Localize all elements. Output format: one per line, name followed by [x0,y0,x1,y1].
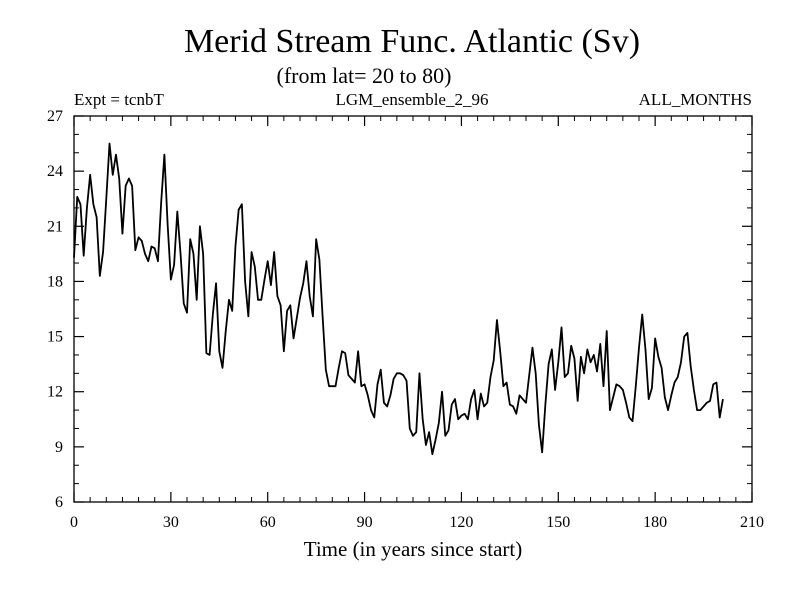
x-tick-label: 180 [643,514,667,531]
y-tick-label: 12 [47,384,63,401]
chart-subtitle: (from lat= 20 to 80) [277,63,452,88]
plot-frame [73,115,753,503]
ensemble-label: LGM_ensemble_2_96 [336,90,489,109]
x-axis-label: Time (in years since start) [304,537,523,561]
axis-ticks [73,115,753,503]
chart-title: Merid Stream Func. Atlantic (Sv) [184,23,640,60]
experiment-label: Expt = tcnbT [74,90,164,109]
y-tick-label: 18 [47,273,63,290]
series-line [73,142,724,456]
y-tick-label: 24 [47,163,63,180]
x-tick-label: 90 [357,514,373,531]
x-tick-label: 60 [260,514,276,531]
y-tick-label: 27 [47,108,63,125]
axis-tick-labels: 0 30 60 90 120 150 180 210 6 9 12 15 18 21 24 27 [47,108,764,531]
y-tick-label: 6 [55,494,63,511]
y-tick-label: 9 [55,439,63,456]
x-tick-label: 210 [740,514,764,531]
x-tick-label: 150 [546,514,570,531]
y-tick-label: 21 [47,218,63,235]
x-tick-label: 0 [70,514,78,531]
x-tick-label: 30 [163,514,179,531]
x-tick-label: 120 [449,514,473,531]
months-label: ALL_MONTHS [639,90,752,109]
y-tick-label: 15 [47,329,63,346]
